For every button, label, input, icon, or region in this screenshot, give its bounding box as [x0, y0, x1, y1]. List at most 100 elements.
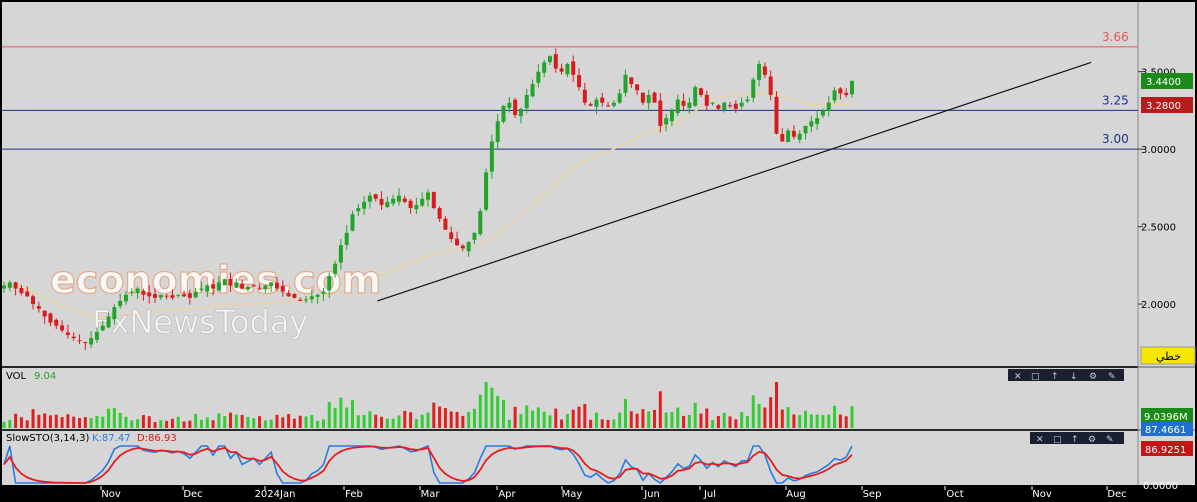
candle-body: [559, 68, 564, 72]
volume-bar: [763, 407, 767, 428]
stochastic-panel: [2, 431, 1138, 485]
candle-body: [797, 133, 802, 140]
move-up-icon[interactable]: ↑: [1071, 435, 1079, 445]
volume-bar: [258, 416, 262, 428]
candle-body: [54, 319, 59, 326]
volume-panel-toolbar[interactable]: ✕ □ ↑ ↓ ⚙ ✎: [1008, 369, 1124, 382]
volume-bar: [316, 420, 320, 428]
candle-body: [216, 282, 221, 291]
volume-bar: [409, 412, 413, 428]
candle-body: [664, 118, 669, 125]
candle-body: [187, 293, 192, 298]
volume-bar: [66, 414, 70, 428]
volume-bar: [333, 407, 337, 428]
candle-body: [553, 54, 558, 69]
settings-icon[interactable]: ⚙: [1089, 372, 1097, 382]
candle-body: [7, 282, 12, 288]
candle-body: [530, 84, 535, 97]
volume-bar: [310, 415, 314, 428]
x-tick-label: Nov: [1032, 489, 1052, 500]
candle-body: [751, 79, 756, 98]
time-axis: [80, 486, 1138, 502]
candle-body: [25, 291, 30, 297]
candle-body: [153, 294, 158, 298]
edit-icon[interactable]: ✎: [1106, 435, 1114, 445]
volume-bar: [623, 398, 627, 428]
volume-bar: [850, 406, 854, 428]
candle-body: [263, 285, 268, 290]
candle-body: [611, 102, 616, 106]
volume-bar: [321, 419, 325, 428]
candle-body: [321, 291, 326, 294]
volume-bar: [339, 397, 343, 428]
candle-body: [356, 208, 361, 212]
candle-body: [571, 61, 576, 75]
candle-body: [280, 285, 285, 292]
volume-bar: [89, 418, 93, 428]
candle-body: [211, 284, 216, 289]
volume-bar: [815, 414, 819, 428]
volume-bar: [83, 417, 87, 428]
volume-bar: [583, 403, 587, 428]
candle-body: [402, 198, 407, 202]
maximize-icon[interactable]: □: [1053, 435, 1062, 445]
candle-body: [728, 105, 733, 107]
volume-bar: [507, 419, 511, 428]
volume-bar: [594, 412, 598, 428]
volume-bar: [37, 414, 41, 428]
x-tick-label: 2024Jan: [255, 489, 296, 500]
candle-body: [385, 201, 390, 208]
move-up-icon[interactable]: ↑: [1051, 372, 1059, 382]
volume-bar: [397, 415, 401, 428]
volume-bar: [414, 419, 418, 428]
candle-body: [669, 110, 674, 122]
volume-bar: [223, 416, 227, 428]
candle-body: [640, 92, 645, 103]
settings-icon[interactable]: ⚙: [1088, 435, 1096, 445]
candle-body: [629, 77, 634, 85]
candle-body: [577, 75, 582, 88]
volume-bar: [101, 416, 105, 428]
candle-body: [484, 172, 489, 210]
volume-bar: [43, 413, 47, 428]
volume-bar: [484, 382, 488, 428]
volume-bar: [786, 407, 790, 428]
volume-bar: [205, 417, 209, 428]
candle-body: [396, 195, 401, 202]
candle-body: [100, 325, 105, 331]
last-price-text: 3.4400: [1146, 77, 1181, 88]
watermark-fxnewstoday: FxNewsToday: [92, 303, 308, 341]
second-price-badge: [1141, 97, 1193, 113]
volume-bar: [745, 416, 749, 428]
volume-bar: [496, 395, 500, 428]
candle-body: [106, 316, 111, 328]
volume-panel: [2, 368, 1138, 429]
maximize-icon[interactable]: □: [1031, 372, 1040, 382]
candle-body: [13, 282, 18, 289]
volume-bar: [693, 402, 697, 428]
stochastic-panel-toolbar[interactable]: ✕ □ ↑ ⚙ ✎: [1030, 432, 1124, 445]
volume-bar: [211, 420, 215, 428]
volume-bar: [705, 408, 709, 428]
chart-mode-button[interactable]: [1140, 346, 1196, 365]
candle-body: [176, 294, 181, 296]
chart-mode-label: خطي: [1156, 350, 1181, 363]
volume-bar: [252, 418, 256, 428]
candle-body: [786, 130, 791, 143]
candle-body: [588, 104, 593, 106]
close-icon[interactable]: ✕: [1014, 372, 1022, 382]
candle-body: [71, 336, 76, 339]
volume-bar: [95, 415, 99, 428]
move-down-icon[interactable]: ↓: [1070, 372, 1078, 382]
volume-bar: [54, 414, 58, 428]
moving-average-line: [3, 91, 853, 318]
close-icon[interactable]: ✕: [1036, 435, 1044, 445]
candle-body: [832, 90, 837, 101]
volume-bar: [513, 406, 517, 428]
volume-bar: [350, 400, 354, 428]
volume-bar: [246, 416, 250, 428]
edit-icon[interactable]: ✎: [1108, 372, 1116, 382]
candle-body: [269, 282, 274, 286]
volume-bar: [391, 418, 395, 428]
candle-body: [687, 102, 692, 108]
